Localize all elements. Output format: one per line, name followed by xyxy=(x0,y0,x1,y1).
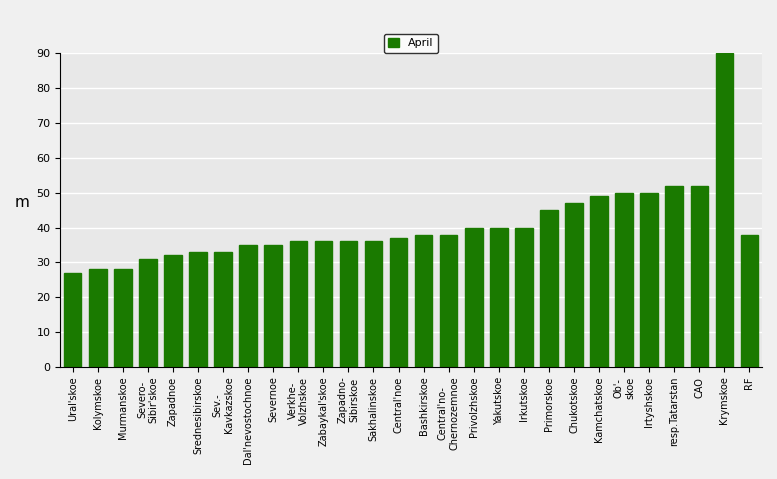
Bar xyxy=(515,228,533,367)
Bar xyxy=(415,235,432,367)
Bar xyxy=(214,252,232,367)
Bar xyxy=(164,255,182,367)
Bar xyxy=(139,259,157,367)
Bar xyxy=(264,245,282,367)
Bar xyxy=(89,269,106,367)
Bar xyxy=(615,193,633,367)
Bar xyxy=(540,210,558,367)
Bar xyxy=(565,203,583,367)
Bar xyxy=(691,186,708,367)
Bar xyxy=(64,273,82,367)
Bar xyxy=(490,228,507,367)
Bar xyxy=(591,196,608,367)
Bar xyxy=(364,241,382,367)
Bar xyxy=(465,228,483,367)
Bar xyxy=(390,238,407,367)
Bar xyxy=(114,269,131,367)
Bar xyxy=(340,241,357,367)
Bar xyxy=(665,186,683,367)
Bar xyxy=(190,252,207,367)
Bar xyxy=(716,53,733,367)
Bar xyxy=(315,241,332,367)
Bar xyxy=(640,193,658,367)
Bar xyxy=(239,245,257,367)
Bar xyxy=(440,235,458,367)
Bar xyxy=(290,241,307,367)
Y-axis label: m: m xyxy=(15,195,30,210)
Bar xyxy=(740,235,758,367)
Legend: April: April xyxy=(384,34,438,53)
